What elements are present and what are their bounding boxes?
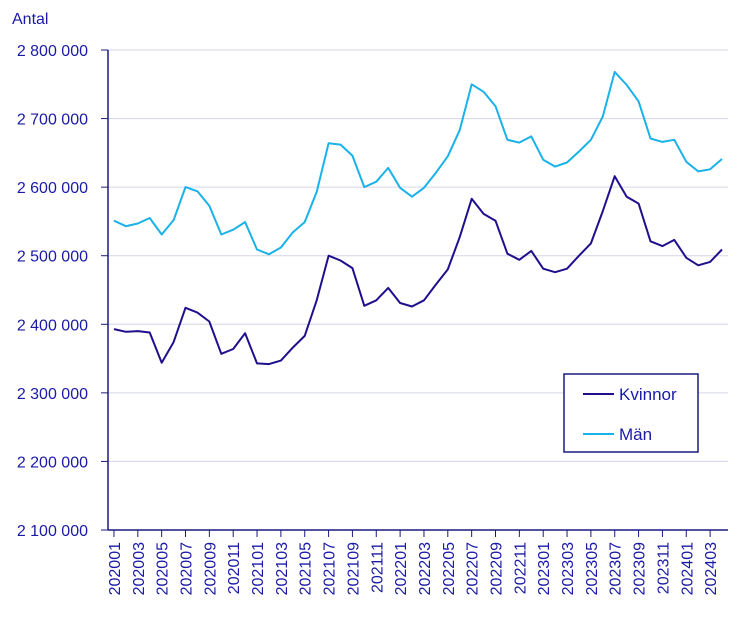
series-line-kvinnor <box>113 175 723 366</box>
x-tick-label: 202307 <box>608 542 625 595</box>
x-tick-label: 202009 <box>202 542 219 595</box>
legend-label-kvinnor: Kvinnor <box>619 385 677 404</box>
legend: Kvinnor Män <box>563 373 699 453</box>
x-tick-label: 202311 <box>655 542 672 594</box>
x-tick-label: 202101 <box>250 542 267 595</box>
x-axis-ticks: 202001 202003 202005 202007 202009 202011 2021… <box>107 530 720 595</box>
x-tick-label: 202403 <box>703 542 720 595</box>
y-axis-ticks: 2 100 000 2 200 000 2 300 000 2 400 000 2 50… <box>17 43 108 540</box>
x-tick-label: 202003 <box>131 542 148 595</box>
series-lines <box>113 70 723 366</box>
x-tick-label: 202301 <box>536 542 553 595</box>
x-tick-label: 202205 <box>441 542 458 595</box>
x-tick-label: 202107 <box>322 542 339 595</box>
x-tick-label: 202005 <box>155 542 172 595</box>
x-tick-label: 202105 <box>298 542 315 595</box>
x-tick-label: 202211 <box>512 542 529 594</box>
y-tick-label: 2 400 000 <box>17 317 88 334</box>
x-tick-label: 202303 <box>560 542 577 595</box>
x-tick-label: 202011 <box>226 542 243 594</box>
y-tick-label: 2 500 000 <box>17 249 88 266</box>
x-tick-label: 202001 <box>107 542 124 595</box>
legend-box <box>563 373 699 453</box>
x-tick-label: 202207 <box>465 542 482 595</box>
legend-label-man: Män <box>619 425 652 444</box>
x-tick-label: 202203 <box>417 542 434 595</box>
x-tick-label: 202111 <box>369 542 386 593</box>
y-axis-title: Antal <box>12 11 48 28</box>
y-tick-label: 2 700 000 <box>17 112 88 129</box>
series-line-man <box>113 70 723 256</box>
y-tick-label: 2 300 000 <box>17 386 88 403</box>
axes <box>107 50 728 531</box>
x-tick-label: 202007 <box>179 542 196 595</box>
y-tick-label: 2 600 000 <box>17 180 88 197</box>
x-tick-label: 202103 <box>274 542 291 595</box>
x-tick-label: 202305 <box>584 542 601 595</box>
x-tick-label: 202201 <box>393 542 410 595</box>
y-tick-label: 2 800 000 <box>17 43 88 60</box>
x-tick-label: 202209 <box>489 542 506 595</box>
y-tick-label: 2 100 000 <box>17 523 88 540</box>
y-tick-label: 2 200 000 <box>17 454 88 471</box>
x-tick-label: 202109 <box>345 542 362 595</box>
x-tick-label: 202309 <box>632 542 649 595</box>
x-tick-label: 202401 <box>679 542 696 595</box>
